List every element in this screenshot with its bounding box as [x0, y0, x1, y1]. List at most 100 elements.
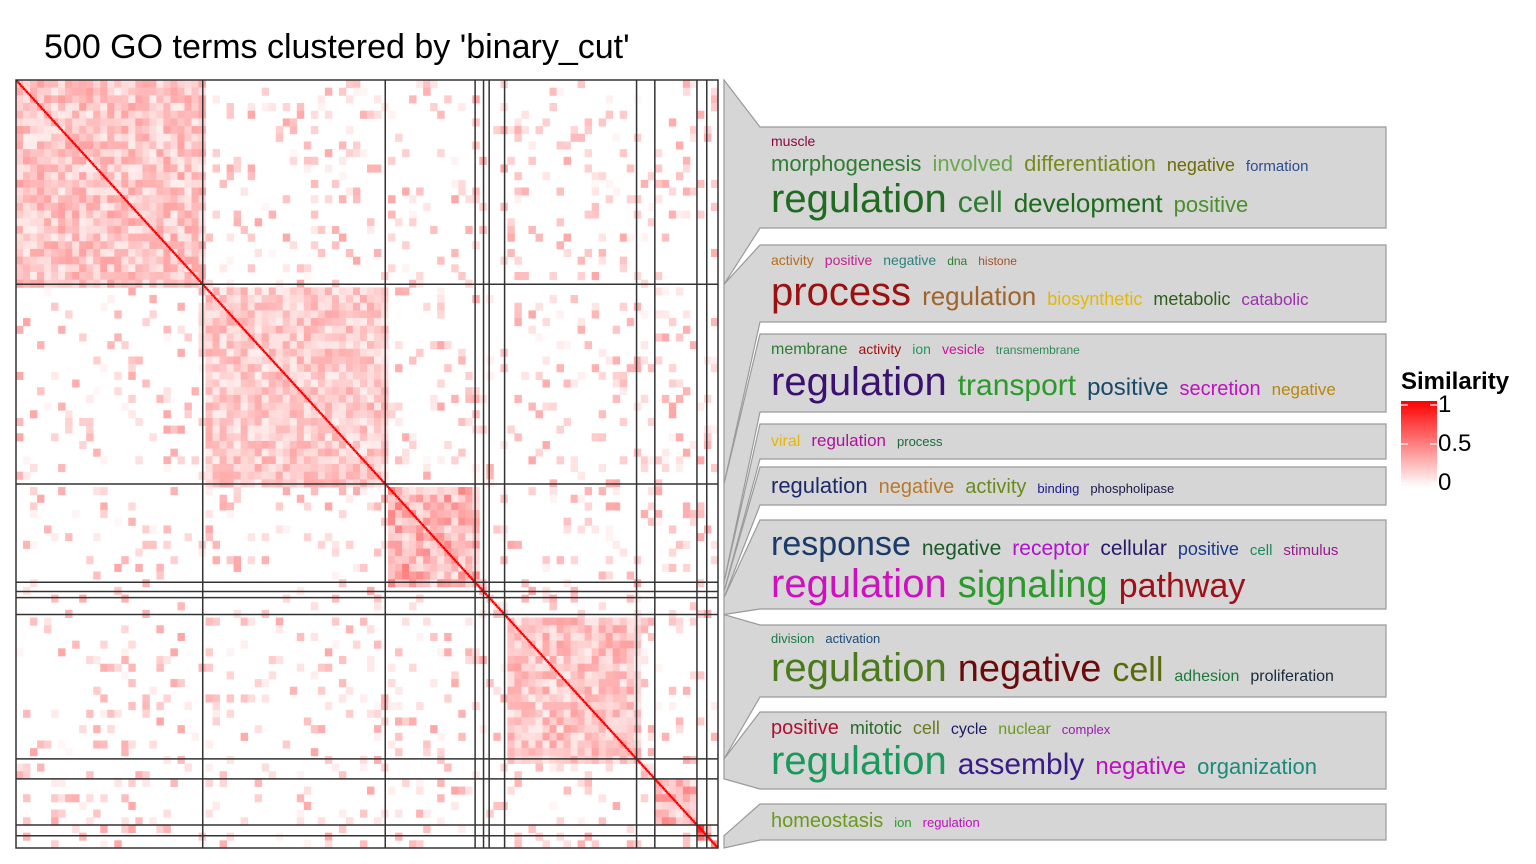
- heatmap-cell: [338, 341, 347, 350]
- heatmap-cell: [30, 126, 38, 135]
- heatmap-diagonal-cell: [462, 568, 465, 571]
- heatmap-cell: [282, 525, 291, 534]
- heatmap-cell: [423, 517, 431, 526]
- heatmap-cell: [72, 126, 80, 135]
- heatmap-cell: [72, 248, 80, 258]
- heatmap-cell: [100, 126, 108, 135]
- heatmap-cell: [37, 341, 45, 350]
- heatmap-cell: [163, 755, 171, 764]
- heatmap-cell: [486, 356, 494, 365]
- heatmap-cell: [282, 387, 291, 396]
- heatmap-cell: [507, 225, 515, 234]
- heatmap-cell: [163, 809, 171, 818]
- heatmap-cell: [521, 187, 529, 196]
- heatmap-cell: [402, 525, 410, 534]
- heatmap-cell: [352, 410, 361, 419]
- heatmap-cell: [149, 133, 157, 142]
- heatmap-diagonal-cell: [205, 287, 208, 290]
- heatmap-cell: [352, 149, 361, 158]
- heatmap-cell: [359, 149, 368, 158]
- heatmap-cell: [472, 487, 480, 496]
- heatmap-cell: [135, 817, 143, 826]
- heatmap-cell: [58, 172, 66, 181]
- heatmap-cell: [37, 118, 45, 127]
- heatmap-cell: [226, 233, 235, 242]
- word-cloud: viral regulation process: [771, 424, 1383, 459]
- heatmap-cell: [324, 755, 333, 764]
- heatmap-cell: [212, 717, 220, 726]
- heatmap-cell: [226, 103, 235, 112]
- heatmap-cell: [128, 824, 136, 834]
- heatmap-cell: [584, 671, 593, 680]
- heatmap-cell: [184, 141, 192, 150]
- heatmap-diagonal-cell: [27, 92, 30, 95]
- heatmap-diagonal-cell: [209, 291, 212, 295]
- heatmap-cell: [619, 663, 628, 672]
- heatmap-cell: [338, 172, 347, 181]
- heatmap-diagonal-cell: [354, 450, 357, 453]
- heatmap-cell: [37, 87, 45, 96]
- heatmap-diagonal-cell: [202, 284, 205, 287]
- heatmap-cell: [458, 517, 466, 526]
- heatmap-cell: [563, 141, 571, 150]
- heatmap-cell: [395, 732, 403, 741]
- heatmap-diagonal-cell: [67, 136, 71, 140]
- heatmap-cell: [282, 233, 291, 242]
- heatmap-cell: [458, 533, 466, 542]
- heatmap-cell: [345, 302, 354, 311]
- heatmap-cell: [338, 87, 347, 96]
- heatmap-cell: [395, 832, 403, 841]
- heatmap-cell: [296, 809, 305, 818]
- heatmap-cell: [626, 717, 635, 726]
- heatmap-cell: [402, 510, 410, 519]
- heatmap-diagonal-cell: [667, 792, 670, 796]
- heatmap-cell: [423, 740, 431, 749]
- heatmap-diagonal-cell: [708, 837, 711, 840]
- heatmap-diagonal-cell: [567, 683, 570, 686]
- heatmap-cell: [556, 663, 564, 672]
- heatmap-cell: [184, 80, 192, 89]
- heatmap-diagonal-cell: [628, 749, 631, 753]
- heatmap-cell: [359, 433, 368, 442]
- heatmap-cell: [219, 379, 227, 388]
- heatmap-diagonal-cell: [114, 187, 117, 190]
- heatmap-cell: [710, 248, 718, 258]
- heatmap-cell: [261, 417, 270, 426]
- heatmap-cell: [598, 663, 607, 672]
- heatmap-cell: [430, 225, 438, 234]
- heatmap-cell: [114, 95, 122, 104]
- heatmap-diagonal-cell: [515, 626, 519, 630]
- heatmap-cell: [184, 233, 192, 242]
- heatmap-cell: [374, 348, 382, 357]
- heatmap-cell: [556, 625, 564, 634]
- heatmap-diagonal-cell: [469, 576, 472, 579]
- heatmap-cell: [402, 717, 410, 726]
- heatmap-cell: [303, 364, 312, 373]
- heatmap-diagonal-cell: [271, 359, 274, 362]
- heatmap-cell: [423, 617, 431, 626]
- heatmap-cell: [528, 310, 536, 319]
- heatmap-cell: [451, 679, 459, 688]
- heatmap-cell: [296, 471, 305, 480]
- heatmap-cell: [16, 648, 24, 657]
- heatmap-cell: [324, 195, 333, 204]
- heatmap-cell: [86, 179, 94, 188]
- heatmap-diagonal-cell: [477, 585, 481, 588]
- heatmap-cell: [507, 679, 515, 688]
- heatmap-cell: [261, 556, 270, 565]
- heatmap-cell: [324, 410, 333, 419]
- heatmap-cell: [577, 625, 586, 634]
- heatmap-cell: [135, 256, 143, 265]
- heatmap-diagonal-cell: [124, 198, 127, 201]
- heatmap-cell: [93, 179, 101, 188]
- heatmap-cell: [100, 218, 108, 227]
- heatmap-cell: [275, 433, 284, 442]
- heatmap-diagonal-cell: [584, 702, 587, 705]
- heatmap-cell: [16, 95, 24, 104]
- heatmap-cell: [275, 133, 284, 142]
- heatmap-cell: [128, 210, 136, 219]
- heatmap-cell: [226, 648, 235, 657]
- heatmap-cell: [598, 617, 607, 626]
- heatmap-cell: [219, 356, 227, 365]
- heatmap-cell: [507, 717, 515, 726]
